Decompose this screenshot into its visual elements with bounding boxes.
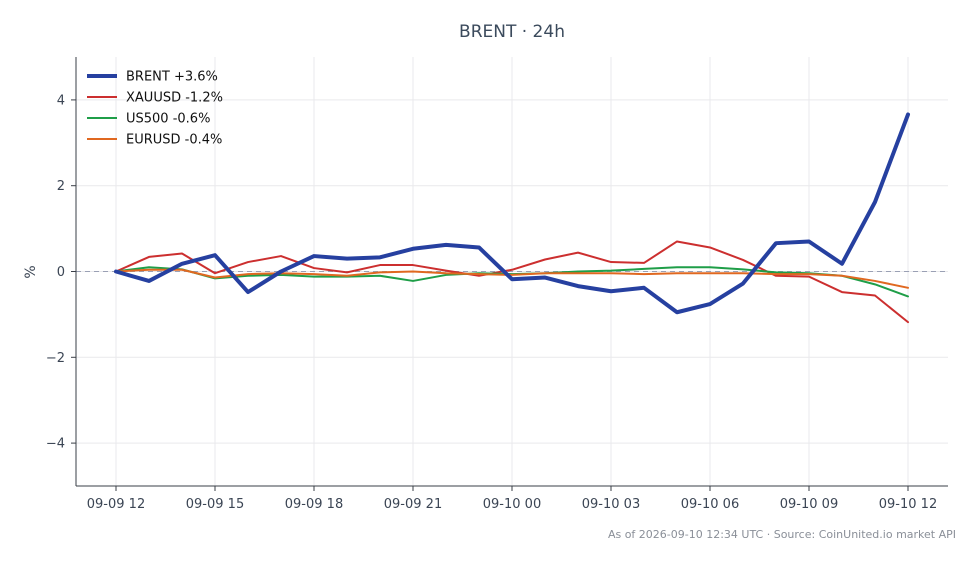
legend-label-eurusd: EURUSD -0.4% <box>126 133 222 148</box>
legend: BRENT +3.6% XAUUSD -1.2% US500 -0.6% EURUSD… <box>87 70 223 148</box>
series-line-xauusd <box>115 240 909 324</box>
x-tick-label: 09-10 12 <box>879 497 937 512</box>
series-line-eurusd <box>115 268 909 289</box>
x-tick-label: 09-10 00 <box>483 497 541 512</box>
chart-title: BRENT · 24h <box>459 22 565 42</box>
y-axis-label: % <box>23 265 39 278</box>
y-tick-label: 0 <box>57 265 65 280</box>
series-layer <box>114 112 910 324</box>
y-tick-label: −4 <box>46 437 65 452</box>
legend-label-xauusd: XAUUSD -1.2% <box>126 91 223 106</box>
legend-label-brent: BRENT +3.6% <box>126 70 218 85</box>
x-tick-label: 09-10 06 <box>681 497 739 512</box>
x-tick-label: 09-09 18 <box>285 497 343 512</box>
legend-label-us500: US500 -0.6% <box>126 112 210 127</box>
y-tick-label: 2 <box>57 179 65 194</box>
x-tick-label: 09-10 09 <box>780 497 838 512</box>
footer-source-text: As of 2026-09-10 12:34 UTC · Source: Coi… <box>608 528 956 541</box>
x-tick-label: 09-10 03 <box>582 497 640 512</box>
y-tick-label: 4 <box>57 93 65 108</box>
x-tick-label: 09-09 15 <box>186 497 244 512</box>
x-tick-label: 09-09 12 <box>87 497 145 512</box>
y-tick-label: −2 <box>46 351 65 366</box>
ticks-layer: 09-09 12 09-09 15 09-09 18 09-09 21 09-10 00… <box>46 93 937 512</box>
x-tick-label: 09-09 21 <box>384 497 442 512</box>
series-line-brent <box>114 112 910 315</box>
